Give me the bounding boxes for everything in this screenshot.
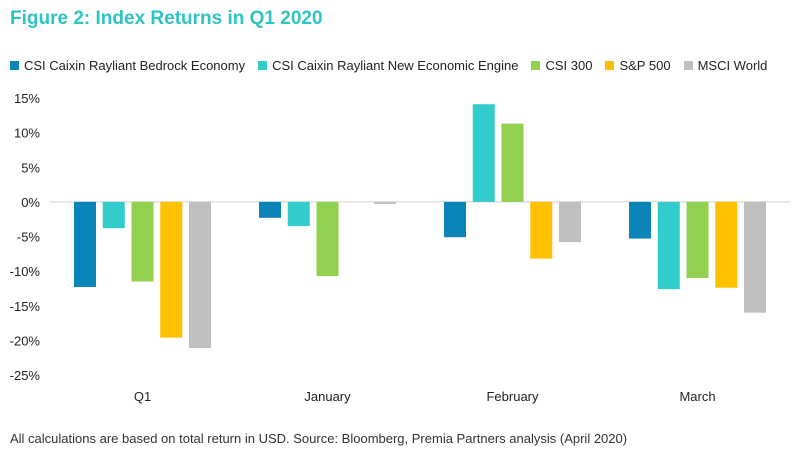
legend-label: CSI Caixin Rayliant Bedrock Economy <box>24 58 246 73</box>
legend-item: CSI Caixin Rayliant New Economic Engine <box>258 58 518 73</box>
y-tick-label: 5% <box>21 160 40 175</box>
bar <box>715 201 738 288</box>
chart-title: Figure 2: Index Returns in Q1 2020 <box>10 8 323 29</box>
bar <box>287 201 310 227</box>
legend-swatch <box>531 61 541 70</box>
legend-item: CSI 300 <box>531 58 592 73</box>
legend-label: CSI Caixin Rayliant New Economic Engine <box>272 58 519 73</box>
legend-item: S&P 500 <box>605 58 671 73</box>
y-tick-label: -25% <box>10 368 41 383</box>
footnote: All calculations are based on total retu… <box>10 431 628 446</box>
bar <box>374 201 396 204</box>
legend-item: MSCI World <box>683 58 768 73</box>
x-category-label: February <box>486 389 539 404</box>
y-tick-label: 0% <box>21 195 40 210</box>
legend-swatch <box>10 61 19 70</box>
x-category-label: March <box>679 389 715 404</box>
bar <box>501 123 524 202</box>
legend-item: CSI Caixin Rayliant Bedrock Economy <box>10 58 245 73</box>
legend-label: CSI 300 <box>545 58 593 73</box>
bar <box>629 201 651 239</box>
y-tick-label: -10% <box>10 264 41 279</box>
legend-swatch <box>683 61 693 70</box>
bar <box>530 201 553 259</box>
bar <box>686 201 709 279</box>
x-category-label: January <box>304 389 351 404</box>
y-tick-label: -20% <box>10 333 41 348</box>
bar <box>744 201 766 313</box>
bar <box>160 201 183 338</box>
y-tick-label: 15% <box>14 91 40 106</box>
legend: CSI Caixin Rayliant Bedrock Economy CSI C… <box>10 58 767 73</box>
y-tick-label: -15% <box>10 299 41 314</box>
legend-label: S&P 500 <box>619 58 671 73</box>
x-category-label: Q1 <box>134 389 151 404</box>
bar <box>189 201 211 348</box>
y-tick-label: -5% <box>17 230 41 245</box>
bar <box>559 201 581 243</box>
bar <box>74 201 96 288</box>
legend-swatch <box>605 61 615 70</box>
legend-swatch <box>258 61 268 70</box>
y-tick-label: 10% <box>14 126 40 141</box>
bar <box>472 104 495 202</box>
bar <box>131 201 154 282</box>
legend-label: MSCI World <box>697 58 768 73</box>
bar <box>102 201 125 229</box>
bar <box>316 201 339 276</box>
bar <box>259 201 281 218</box>
bar <box>657 201 680 290</box>
bar <box>444 201 466 238</box>
